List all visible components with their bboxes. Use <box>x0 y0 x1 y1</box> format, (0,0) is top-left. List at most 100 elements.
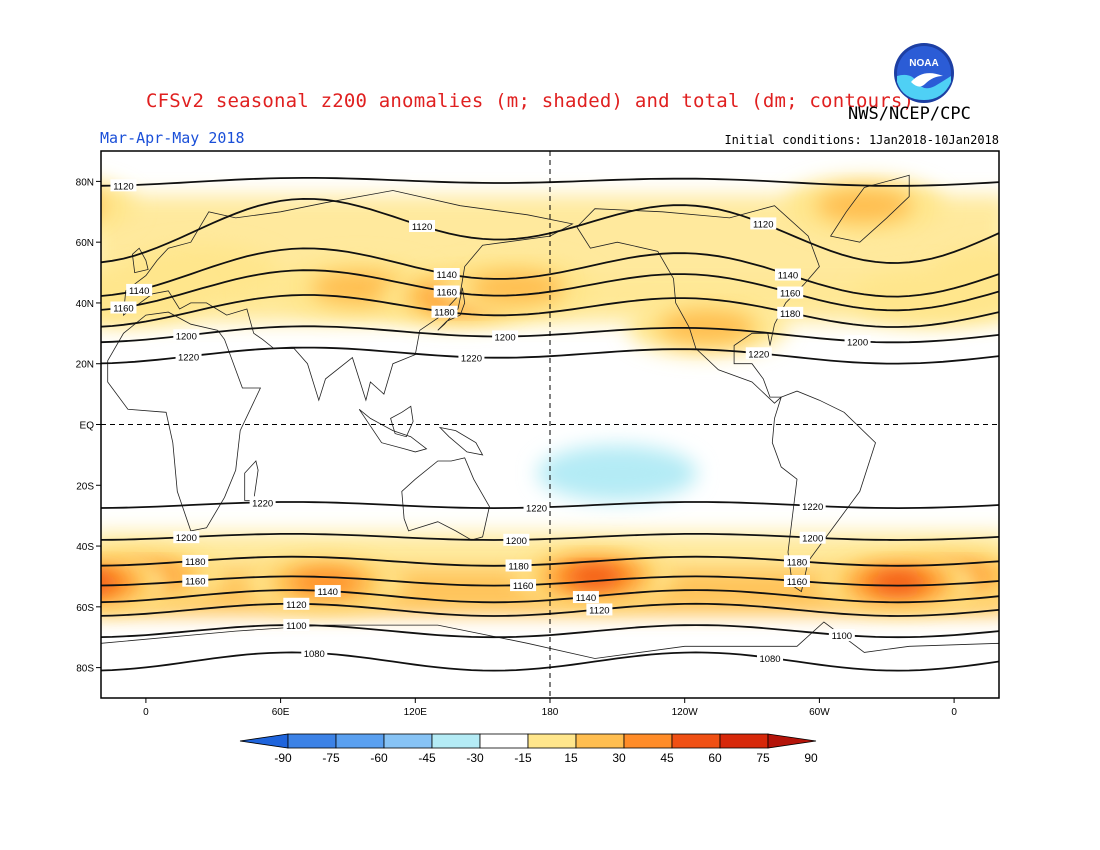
contour-label: 1220 <box>802 502 823 513</box>
colorbar-tick-label: -30 <box>466 751 484 765</box>
contour-label: 1140 <box>778 271 798 282</box>
contour-1140 <box>101 247 999 298</box>
contour-label-bg <box>314 585 341 598</box>
contour-label-bg <box>283 597 310 610</box>
contour-label: 1180 <box>185 557 205 568</box>
contour-label: 1220 <box>178 352 199 363</box>
contour-label: 1120 <box>589 605 609 616</box>
contour-label-bg <box>249 496 276 509</box>
contour-1180 <box>101 555 999 567</box>
contour-label-bg <box>173 531 200 544</box>
contour-label: 1080 <box>759 654 780 665</box>
contour-label: 1100 <box>286 621 306 632</box>
coastline-shape <box>438 426 484 456</box>
contour-label-bg <box>572 591 599 604</box>
contour-label: 1200 <box>176 331 197 342</box>
contour-label-bg <box>182 554 209 567</box>
lat-tick-label: EQ <box>80 421 95 432</box>
contour-label: 1120 <box>753 219 773 230</box>
contour-label: 1180 <box>787 557 807 568</box>
contour-label: 1140 <box>437 270 457 281</box>
contour-label-bg <box>757 651 784 664</box>
anomaly-blob <box>659 310 756 345</box>
lat-tick-label: 20N <box>76 360 94 371</box>
coastline-shape <box>123 190 574 402</box>
coastline-shape <box>401 457 490 541</box>
contour-label-bg <box>777 306 804 319</box>
initial-conditions-label: Initial conditions: 1Jan2018-10Jan2018 <box>724 133 999 147</box>
contour-1180 <box>101 294 999 328</box>
contour-label: 1180 <box>780 309 800 320</box>
map-title: CFSv2 seasonal z200 anomalies (m; shaded… <box>146 90 915 112</box>
contour-label-bg <box>523 501 550 514</box>
contour-label-bg <box>828 629 855 642</box>
lat-tick-label: 40S <box>76 542 94 553</box>
colorbar-left-arrow <box>239 733 289 749</box>
contour-label: 1080 <box>304 649 325 660</box>
lon-tick-label: 180 <box>542 707 559 718</box>
contour-label-bg <box>433 285 460 298</box>
anomaly-blob <box>101 182 137 229</box>
contour-label-bg <box>844 335 871 348</box>
colorbar-tick-label: 60 <box>708 751 722 765</box>
lat-tick-label: 60N <box>76 238 94 249</box>
contour-label-bg <box>182 574 209 587</box>
contour-label-bg <box>783 555 810 568</box>
contour-label: 1160 <box>787 577 807 588</box>
contour-label-bg <box>301 646 328 659</box>
colorbar-swatch <box>575 733 625 749</box>
anomaly-blob <box>1054 555 1100 611</box>
coastlines <box>101 174 999 698</box>
contour-label-bg <box>458 351 485 364</box>
colorbar-swatch <box>335 733 385 749</box>
contour-1100 <box>101 624 999 639</box>
contour-label: 1220 <box>748 349 769 360</box>
contour-label-bg <box>745 347 772 360</box>
contour-label-bg <box>110 179 137 192</box>
coastline-shape <box>101 621 999 698</box>
season-label: Mar-Apr-May 2018 <box>100 129 245 147</box>
contour-label-bg <box>126 283 153 296</box>
contour-label-bg <box>799 499 826 512</box>
contour-label-bg <box>175 350 202 363</box>
lon-tick-label: 60W <box>809 707 830 718</box>
colorbar-swatch <box>719 733 769 749</box>
anomaly-blob <box>101 199 105 212</box>
contour-label-bg <box>774 268 801 281</box>
contour-label: 1180 <box>434 308 454 319</box>
colorbar-swatch <box>431 733 481 749</box>
contour-label: 1200 <box>176 533 197 544</box>
anomaly-blob <box>1087 260 1100 316</box>
contour-label: 1220 <box>252 498 273 509</box>
anomaly-blob <box>1077 563 1100 603</box>
coastline-shape <box>390 405 414 438</box>
lat-tick-label: 60S <box>76 603 94 614</box>
colorbar-tick-label: -75 <box>322 751 340 765</box>
colorbar-tick-label: -15 <box>514 751 532 765</box>
coastline-shape <box>131 247 149 274</box>
contour-label: 1220 <box>461 353 482 364</box>
colorbar-swatch <box>383 733 433 749</box>
anomaly-blob <box>537 445 698 502</box>
contour-label-bg <box>433 267 460 280</box>
contour-label: 1120 <box>113 181 133 192</box>
colorbar-swatch <box>623 733 673 749</box>
contour-label: 1140 <box>318 587 338 598</box>
lat-tick-label: 80S <box>76 664 94 675</box>
colorbar-tick-label: 75 <box>756 751 770 765</box>
contour-label: 1160 <box>780 289 800 300</box>
coastline-shape <box>107 311 262 532</box>
contour-label: 1160 <box>513 581 533 592</box>
contour-label-bg <box>750 217 777 230</box>
coastline-shape <box>244 460 259 501</box>
lon-tick-label: 120E <box>404 707 428 718</box>
contour-label: 1120 <box>412 222 432 233</box>
contour-label-bg <box>586 603 613 616</box>
contour-label: 1200 <box>506 536 527 547</box>
colorbar-tick-label: 30 <box>612 751 626 765</box>
contour-label: 1200 <box>802 534 823 545</box>
colorbar-right-arrow <box>767 733 817 749</box>
reference-lines <box>101 151 999 698</box>
anomaly-blob <box>101 567 135 598</box>
